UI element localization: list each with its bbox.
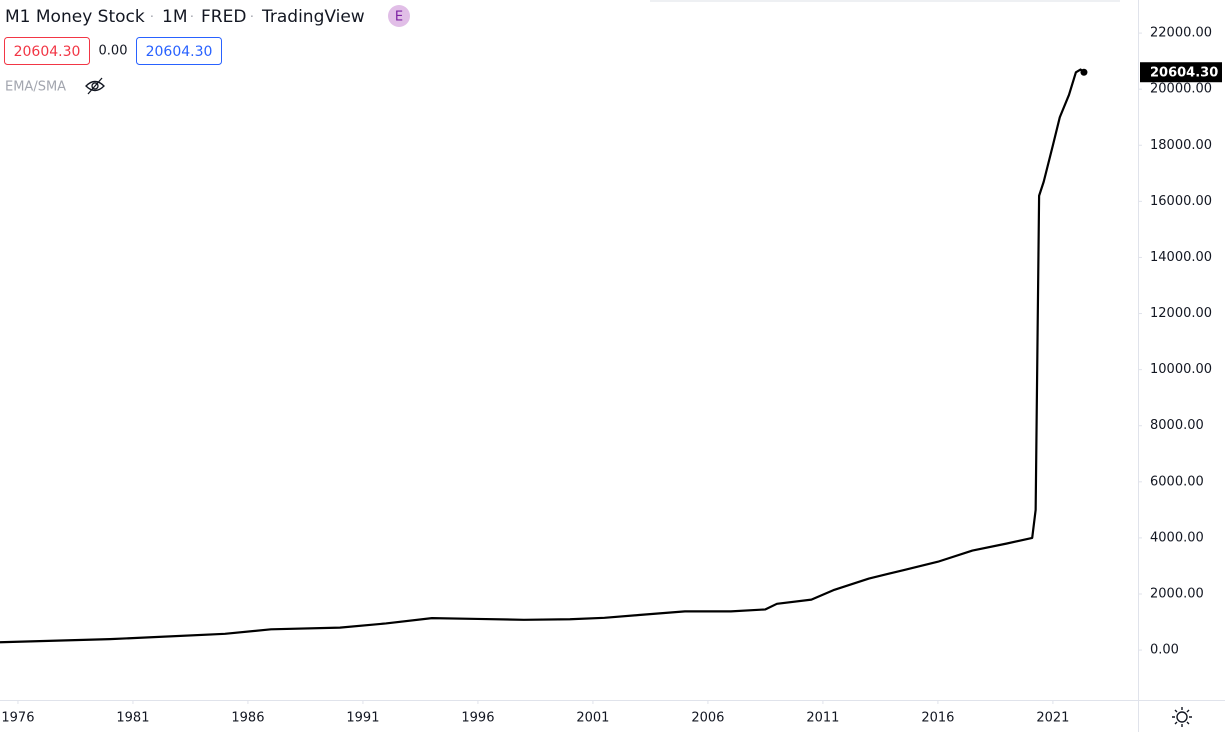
series-line bbox=[0, 68, 1085, 644]
y-tick-label: 10000.00 bbox=[1150, 362, 1212, 377]
x-tick-label: 1986 bbox=[231, 711, 264, 726]
hide-icon[interactable] bbox=[85, 77, 105, 95]
y-tick-label: 8000.00 bbox=[1150, 418, 1204, 433]
y-tick-label: 18000.00 bbox=[1150, 138, 1212, 153]
value-box bbox=[136, 37, 222, 65]
x-tick-label: 2006 bbox=[691, 711, 724, 726]
symbol-title[interactable]: M1 Money Stock bbox=[5, 7, 145, 27]
price-label-bg bbox=[1140, 62, 1222, 83]
y-tick-label: 16000.00 bbox=[1150, 194, 1212, 209]
interval[interactable]: 1M bbox=[162, 7, 187, 27]
change-text: 0.00 bbox=[99, 44, 128, 59]
y-tick-label: 2000.00 bbox=[1150, 586, 1204, 601]
x-tick-label: 1981 bbox=[116, 711, 149, 726]
value-text: 20604.30 bbox=[146, 44, 213, 60]
toolbar-shadow bbox=[650, 0, 1120, 2]
separator: · bbox=[250, 10, 254, 24]
source: FRED bbox=[201, 7, 246, 27]
price-label: 20604.30 bbox=[1150, 66, 1218, 81]
y-tick-label: 6000.00 bbox=[1150, 474, 1204, 489]
y-tick-label: 14000.00 bbox=[1150, 250, 1212, 265]
separator: · bbox=[150, 10, 154, 24]
indicator-name[interactable]: EMA/SMA bbox=[5, 80, 66, 95]
separator: · bbox=[190, 10, 194, 24]
platform: TradingView bbox=[261, 7, 365, 27]
x-tick-label: 2016 bbox=[921, 711, 954, 726]
x-tick-label: 2001 bbox=[576, 711, 609, 726]
x-tick-label: 2021 bbox=[1036, 711, 1069, 726]
badge-label: E bbox=[395, 10, 403, 25]
y-tick-label: 4000.00 bbox=[1150, 530, 1204, 545]
value-text: 20604.30 bbox=[14, 44, 81, 60]
last-point bbox=[1080, 68, 1088, 76]
x-tick-label: 1976 bbox=[1, 711, 34, 726]
x-tick-label: 1996 bbox=[461, 711, 494, 726]
value-box bbox=[4, 37, 90, 65]
y-tick-label: 20000.00 bbox=[1150, 82, 1212, 97]
x-tick-label: 2011 bbox=[806, 711, 839, 726]
settings-icon[interactable] bbox=[1172, 707, 1192, 727]
y-tick-label: 0.00 bbox=[1150, 643, 1179, 658]
x-tick-label: 1991 bbox=[346, 711, 379, 726]
y-tick-label: 22000.00 bbox=[1150, 26, 1212, 41]
y-tick-label: 12000.00 bbox=[1150, 306, 1212, 321]
exchange-badge[interactable] bbox=[388, 5, 410, 27]
